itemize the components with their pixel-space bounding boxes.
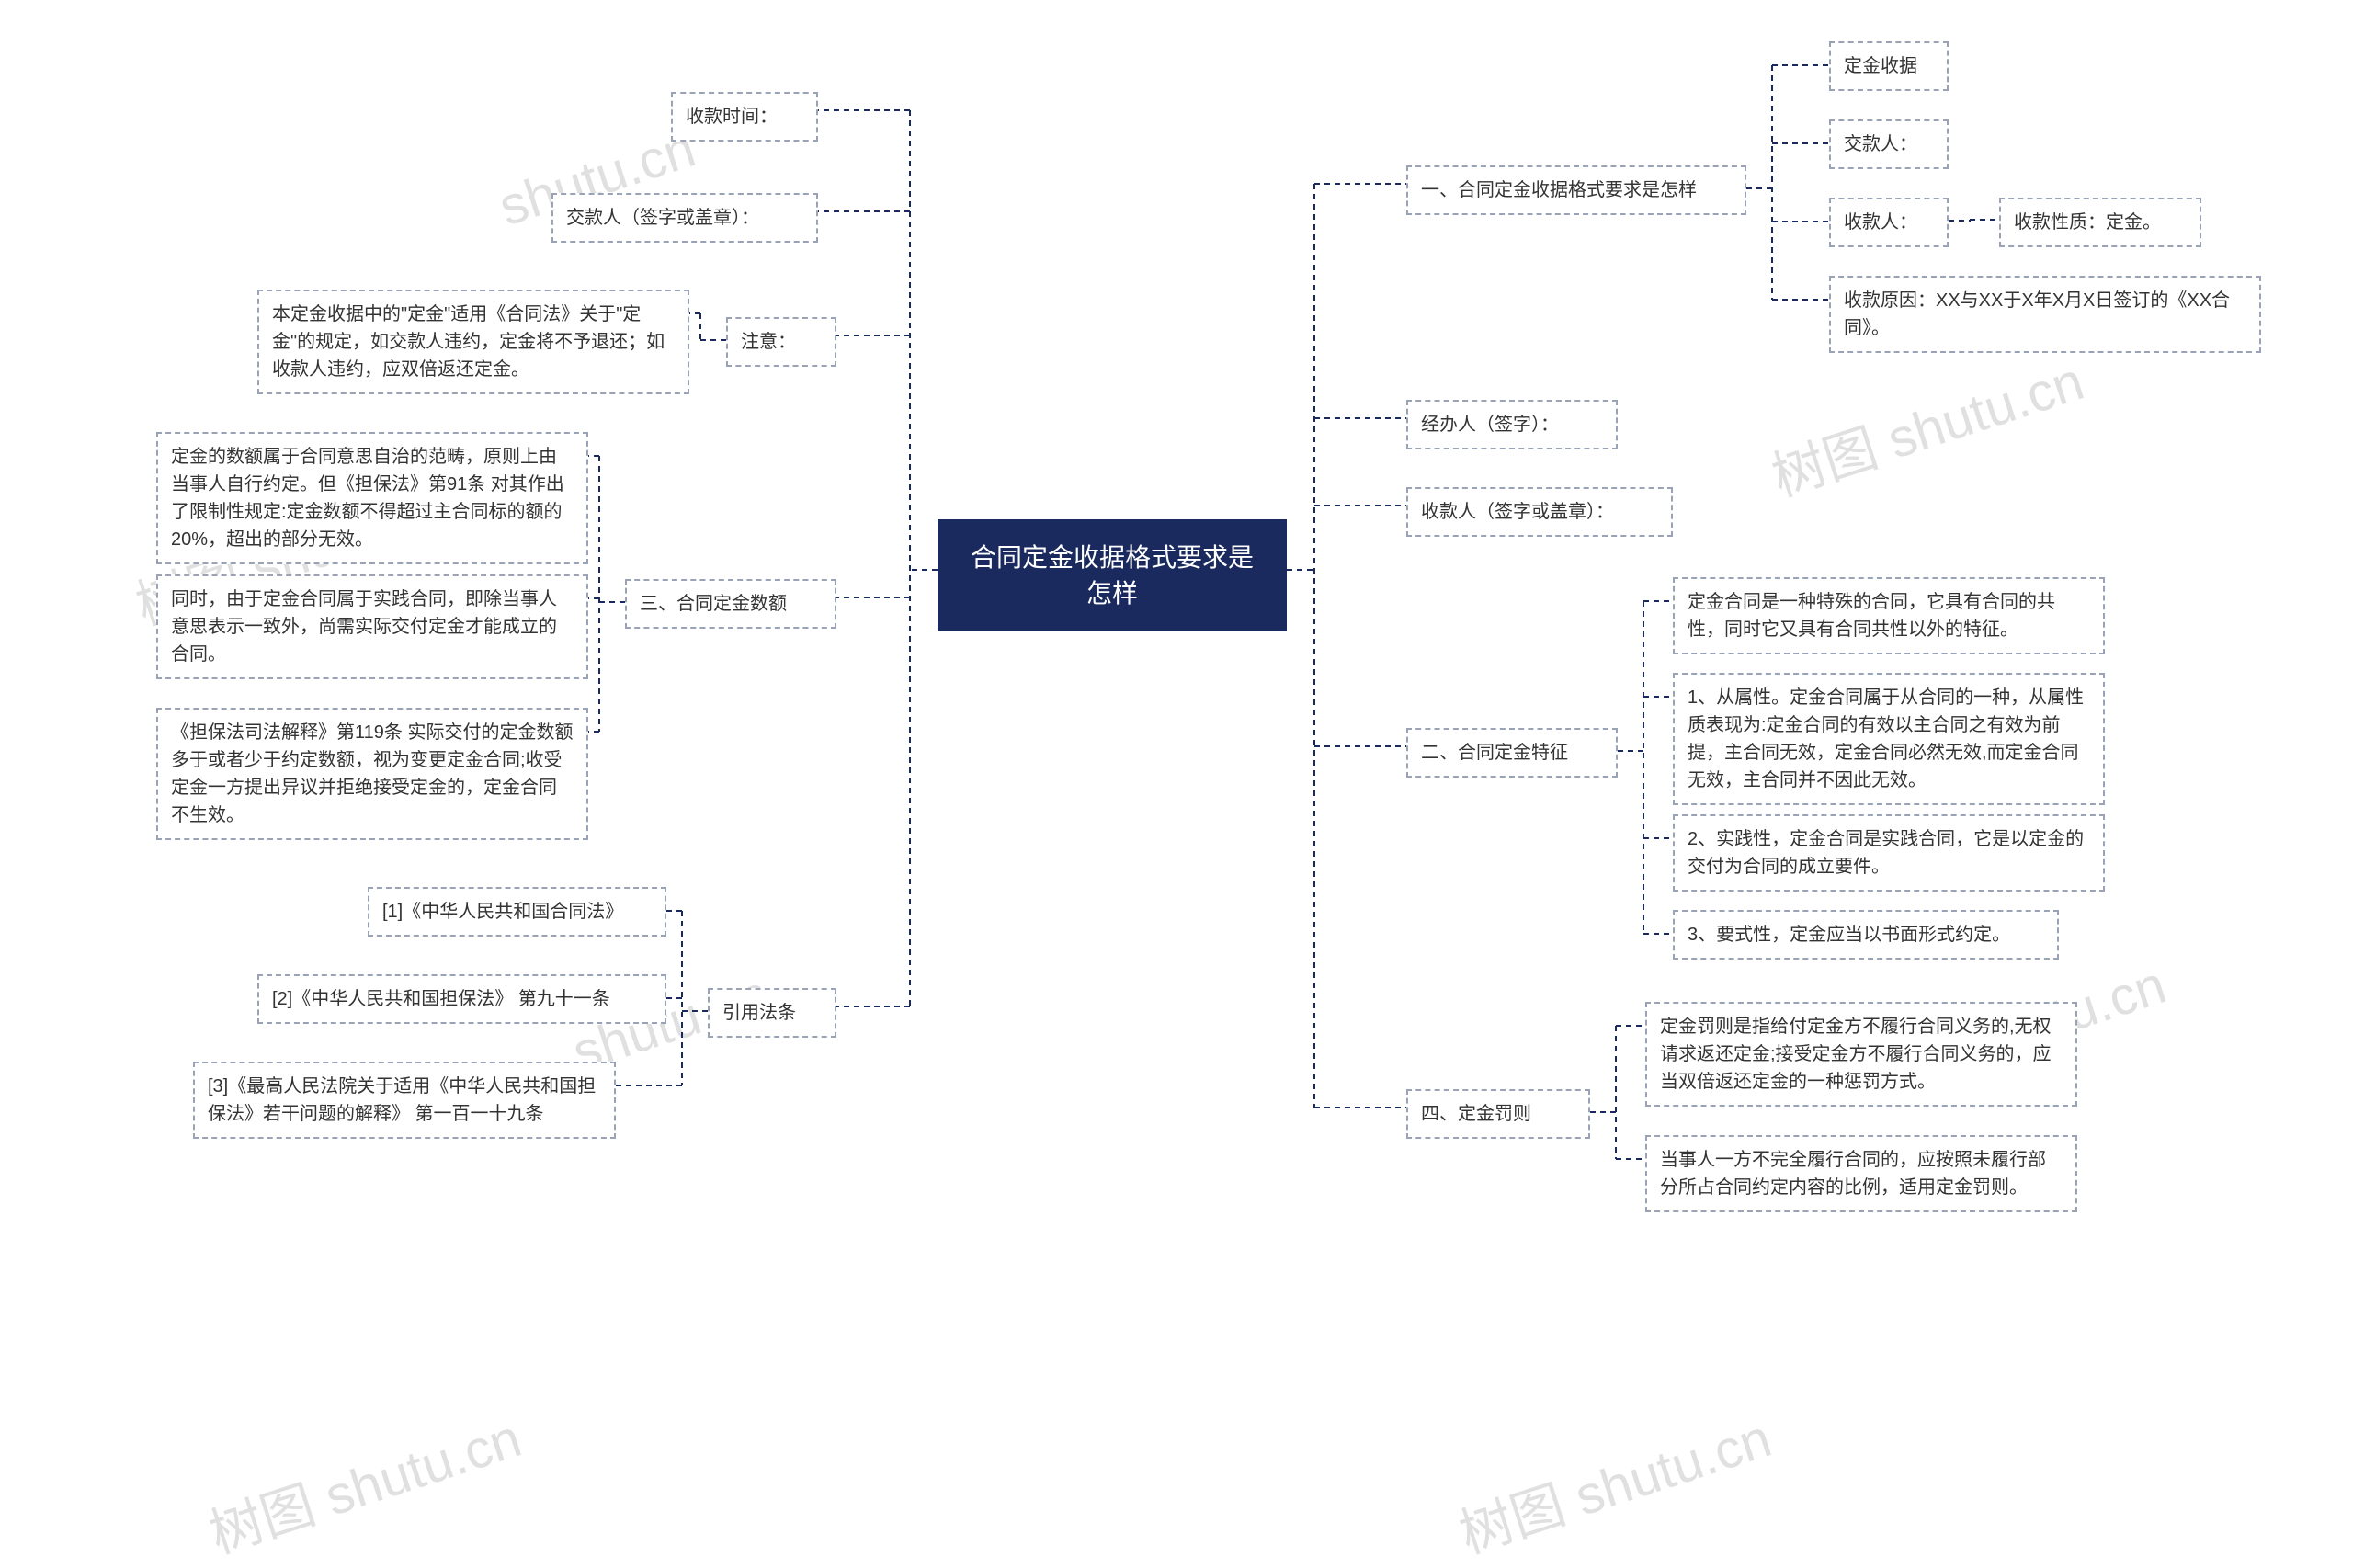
leaf-node: 2、实践性，定金合同是实践合同，它是以定金的交付为合同的成立要件。 bbox=[1673, 814, 2105, 892]
branch-node: 交款人（签字或盖章）： bbox=[551, 193, 818, 243]
branch-node: 引用法条 bbox=[708, 988, 836, 1038]
leaf-node: [3]《最高人民法院关于适用《中华人民共和国担保法》若干问题的解释》 第一百一十… bbox=[193, 1062, 616, 1139]
branch-node: 四、定金罚则 bbox=[1406, 1089, 1590, 1139]
leaf-node: 收款性质：定金。 bbox=[1999, 198, 2201, 247]
branch-node: 经办人（签字）： bbox=[1406, 400, 1618, 449]
leaf-node: 定金的数额属于合同意思自治的范畴，原则上由当事人自行约定。但《担保法》第91条 … bbox=[156, 432, 588, 564]
watermark: 树图 shutu.cn bbox=[1761, 338, 2092, 511]
leaf-node: 《担保法司法解释》第119条 实际交付的定金数额多于或者少于约定数额，视为变更定… bbox=[156, 708, 588, 840]
leaf-node: 3、要式性，定金应当以书面形式约定。 bbox=[1673, 910, 2059, 960]
branch-node: 收款人（签字或盖章）： bbox=[1406, 487, 1673, 537]
leaf-node: 1、从属性。定金合同属于从合同的一种，从属性质表现为:定金合同的有效以主合同之有… bbox=[1673, 673, 2105, 805]
leaf-node: [1]《中华人民共和国合同法》 bbox=[368, 887, 666, 937]
leaf-node: 定金罚则是指给付定金方不履行合同义务的,无权请求返还定金;接受定金方不履行合同义… bbox=[1645, 1002, 2077, 1107]
leaf-node: 定金收据 bbox=[1829, 41, 1949, 91]
leaf-node: 收款人： bbox=[1829, 198, 1949, 247]
leaf-node: 当事人一方不完全履行合同的，应按照未履行部分所占合同约定内容的比例，适用定金罚则… bbox=[1645, 1135, 2077, 1212]
leaf-node: 本定金收据中的"定金"适用《合同法》关于"定金"的规定，如交款人违约，定金将不予… bbox=[257, 290, 689, 394]
watermark: 树图 shutu.cn bbox=[199, 1395, 529, 1568]
leaf-node: 交款人： bbox=[1829, 119, 1949, 169]
branch-node: 一、合同定金收据格式要求是怎样 bbox=[1406, 165, 1746, 215]
branch-node: 注意： bbox=[726, 317, 836, 367]
leaf-node: 定金合同是一种特殊的合同，它具有合同的共性，同时它又具有合同共性以外的特征。 bbox=[1673, 577, 2105, 654]
root-node: 合同定金收据格式要求是怎样 bbox=[938, 519, 1287, 631]
watermark: 树图 shutu.cn bbox=[1449, 1395, 1779, 1568]
branch-node: 三、合同定金数额 bbox=[625, 579, 836, 629]
leaf-node: [2]《中华人民共和国担保法》 第九十一条 bbox=[257, 974, 666, 1024]
branch-node: 二、合同定金特征 bbox=[1406, 728, 1618, 778]
branch-node: 收款时间： bbox=[671, 92, 818, 142]
leaf-node: 收款原因：XX与XX于X年X月X日签订的《XX合同》。 bbox=[1829, 276, 2261, 353]
leaf-node: 同时，由于定金合同属于实践合同，即除当事人意思表示一致外，尚需实际交付定金才能成… bbox=[156, 574, 588, 679]
mindmap-canvas: shutu.cn 树图 shutu.cn shutu.cn 树图 shutu.c… bbox=[0, 0, 2353, 1553]
